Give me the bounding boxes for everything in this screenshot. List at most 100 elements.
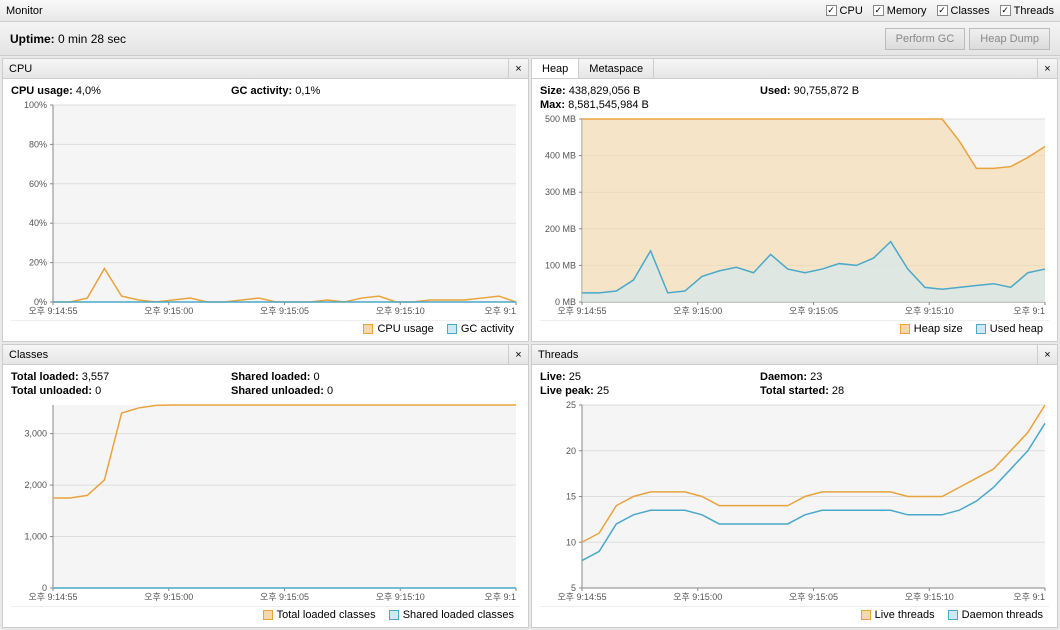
checkbox-group: ✓CPU ✓Memory ✓Classes ✓Threads xyxy=(826,5,1054,17)
svg-text:오후 9:1: 오후 9:1 xyxy=(1013,592,1045,602)
heap-size-value: 438,829,056 B xyxy=(569,85,641,97)
heap-legend: Heap size Used heap xyxy=(540,320,1049,339)
svg-text:60%: 60% xyxy=(29,179,47,189)
total-unloaded-label: Total unloaded: xyxy=(11,385,92,397)
gc-activity-label: GC activity: xyxy=(231,85,292,97)
svg-text:오후 9:15:05: 오후 9:15:05 xyxy=(789,306,838,316)
threads-legend-swatch-1 xyxy=(861,610,871,620)
svg-text:25: 25 xyxy=(566,400,576,410)
svg-text:오후 9:1: 오후 9:1 xyxy=(1013,306,1045,316)
heap-max-value: 8,581,545,984 B xyxy=(568,99,649,111)
svg-text:3,000: 3,000 xyxy=(24,429,47,439)
shared-loaded-label: Shared loaded: xyxy=(231,371,310,383)
svg-text:오후 9:15:00: 오후 9:15:00 xyxy=(673,306,722,316)
svg-text:1,000: 1,000 xyxy=(24,532,47,542)
checkbox-cpu[interactable]: ✓CPU xyxy=(826,5,863,17)
svg-text:오후 9:14:55: 오후 9:14:55 xyxy=(28,306,77,316)
svg-text:200 MB: 200 MB xyxy=(545,224,576,234)
heap-close-icon[interactable]: × xyxy=(1037,59,1057,78)
cpu-legend-label-1: CPU usage xyxy=(377,323,433,335)
threads-close-icon[interactable]: × xyxy=(1037,345,1057,364)
live-peak-value: 25 xyxy=(597,385,609,397)
classes-chart: 01,0002,0003,000오후 9:14:55오후 9:15:00오후 9… xyxy=(11,399,520,606)
cpu-chart: 0%20%40%60%80%100%오후 9:14:55오후 9:15:00오후… xyxy=(11,99,520,320)
gc-activity-value: 0,1% xyxy=(295,85,320,97)
cpu-close-icon[interactable]: × xyxy=(508,59,528,78)
heap-max-label: Max: xyxy=(540,99,565,111)
daemon-label: Daemon: xyxy=(760,371,807,383)
panels-grid: CPU × CPU usage: 4,0% GC activity: 0,1% … xyxy=(0,56,1060,630)
threads-legend-swatch-2 xyxy=(948,610,958,620)
total-started-value: 28 xyxy=(832,385,844,397)
checkbox-memory[interactable]: ✓Memory xyxy=(873,5,927,17)
classes-panel: Classes × Total loaded: 3,557 Shared loa… xyxy=(2,344,529,628)
svg-text:오후 9:15:05: 오후 9:15:05 xyxy=(260,306,309,316)
heap-legend-swatch-2 xyxy=(976,324,986,334)
classes-legend: Total loaded classes Shared loaded class… xyxy=(11,606,520,625)
cpu-legend: CPU usage GC activity xyxy=(11,320,520,339)
svg-text:오후 9:15:05: 오후 9:15:05 xyxy=(789,592,838,602)
tab-metaspace[interactable]: Metaspace xyxy=(579,59,654,78)
checkbox-classes[interactable]: ✓Classes xyxy=(937,5,990,17)
total-loaded-value: 3,557 xyxy=(82,371,110,383)
svg-text:20%: 20% xyxy=(29,258,47,268)
heap-used-value: 90,755,872 B xyxy=(794,85,859,97)
svg-text:2,000: 2,000 xyxy=(24,480,47,490)
heap-size-label: Size: xyxy=(540,85,566,97)
threads-legend: Live threads Daemon threads xyxy=(540,606,1049,625)
svg-text:100 MB: 100 MB xyxy=(545,260,576,270)
classes-legend-label-2: Shared loaded classes xyxy=(403,609,514,621)
checkbox-threads[interactable]: ✓Threads xyxy=(1000,5,1054,17)
threads-legend-label-1: Live threads xyxy=(875,609,935,621)
svg-text:40%: 40% xyxy=(29,218,47,228)
heap-legend-swatch-1 xyxy=(900,324,910,334)
svg-text:오후 9:14:55: 오후 9:14:55 xyxy=(557,306,606,316)
heap-used-label: Used: xyxy=(760,85,791,97)
svg-text:15: 15 xyxy=(566,492,576,502)
cpu-usage-value: 4,0% xyxy=(76,85,101,97)
shared-unloaded-label: Shared unloaded: xyxy=(231,385,324,397)
svg-text:400 MB: 400 MB xyxy=(545,151,576,161)
heap-panel: HeapMetaspace × Size: 438,829,056 B Used:… xyxy=(531,58,1058,342)
svg-text:20: 20 xyxy=(566,446,576,456)
svg-text:오후 9:15:10: 오후 9:15:10 xyxy=(376,306,425,316)
threads-panel-title: Threads xyxy=(532,345,1037,364)
svg-text:오후 9:15:00: 오후 9:15:00 xyxy=(144,592,193,602)
threads-panel: Threads × Live: 25 Daemon: 23 Live peak:… xyxy=(531,344,1058,628)
svg-text:오후 9:14:55: 오후 9:14:55 xyxy=(557,592,606,602)
tab-heap[interactable]: Heap xyxy=(532,59,579,78)
threads-legend-label-2: Daemon threads xyxy=(962,609,1043,621)
classes-legend-label-1: Total loaded classes xyxy=(277,609,376,621)
toolbar: Uptime: 0 min 28 sec Perform GC Heap Dum… xyxy=(0,22,1060,56)
cpu-panel-title: CPU xyxy=(3,59,508,78)
heap-legend-label-1: Heap size xyxy=(914,323,963,335)
svg-text:오후 9:15:10: 오후 9:15:10 xyxy=(376,592,425,602)
shared-loaded-value: 0 xyxy=(314,371,320,383)
svg-text:오후 9:1: 오후 9:1 xyxy=(484,306,516,316)
classes-close-icon[interactable]: × xyxy=(508,345,528,364)
uptime: Uptime: 0 min 28 sec xyxy=(10,32,881,46)
shared-unloaded-value: 0 xyxy=(327,385,333,397)
perform-gc-button[interactable]: Perform GC xyxy=(885,28,966,50)
cpu-legend-label-2: GC activity xyxy=(461,323,514,335)
cpu-usage-label: CPU usage: xyxy=(11,85,73,97)
svg-text:오후 9:15:00: 오후 9:15:00 xyxy=(144,306,193,316)
svg-text:오후 9:15:10: 오후 9:15:10 xyxy=(905,306,954,316)
threads-chart: 510152025오후 9:14:55오후 9:15:00오후 9:15:05오… xyxy=(540,399,1049,606)
uptime-label: Uptime: xyxy=(10,32,55,46)
uptime-value: 0 min 28 sec xyxy=(58,32,126,46)
total-loaded-label: Total loaded: xyxy=(11,371,79,383)
live-value: 25 xyxy=(569,371,581,383)
total-unloaded-value: 0 xyxy=(95,385,101,397)
classes-panel-title: Classes xyxy=(3,345,508,364)
cpu-panel: CPU × CPU usage: 4,0% GC activity: 0,1% … xyxy=(2,58,529,342)
svg-text:100%: 100% xyxy=(24,100,47,110)
svg-text:오후 9:14:55: 오후 9:14:55 xyxy=(28,592,77,602)
heap-dump-button[interactable]: Heap Dump xyxy=(969,28,1050,50)
app-title: Monitor xyxy=(6,5,826,17)
cpu-legend-swatch-2 xyxy=(447,324,457,334)
top-bar: Monitor ✓CPU ✓Memory ✓Classes ✓Threads xyxy=(0,0,1060,22)
classes-legend-swatch-1 xyxy=(263,610,273,620)
svg-text:80%: 80% xyxy=(29,139,47,149)
cpu-legend-swatch-1 xyxy=(363,324,373,334)
